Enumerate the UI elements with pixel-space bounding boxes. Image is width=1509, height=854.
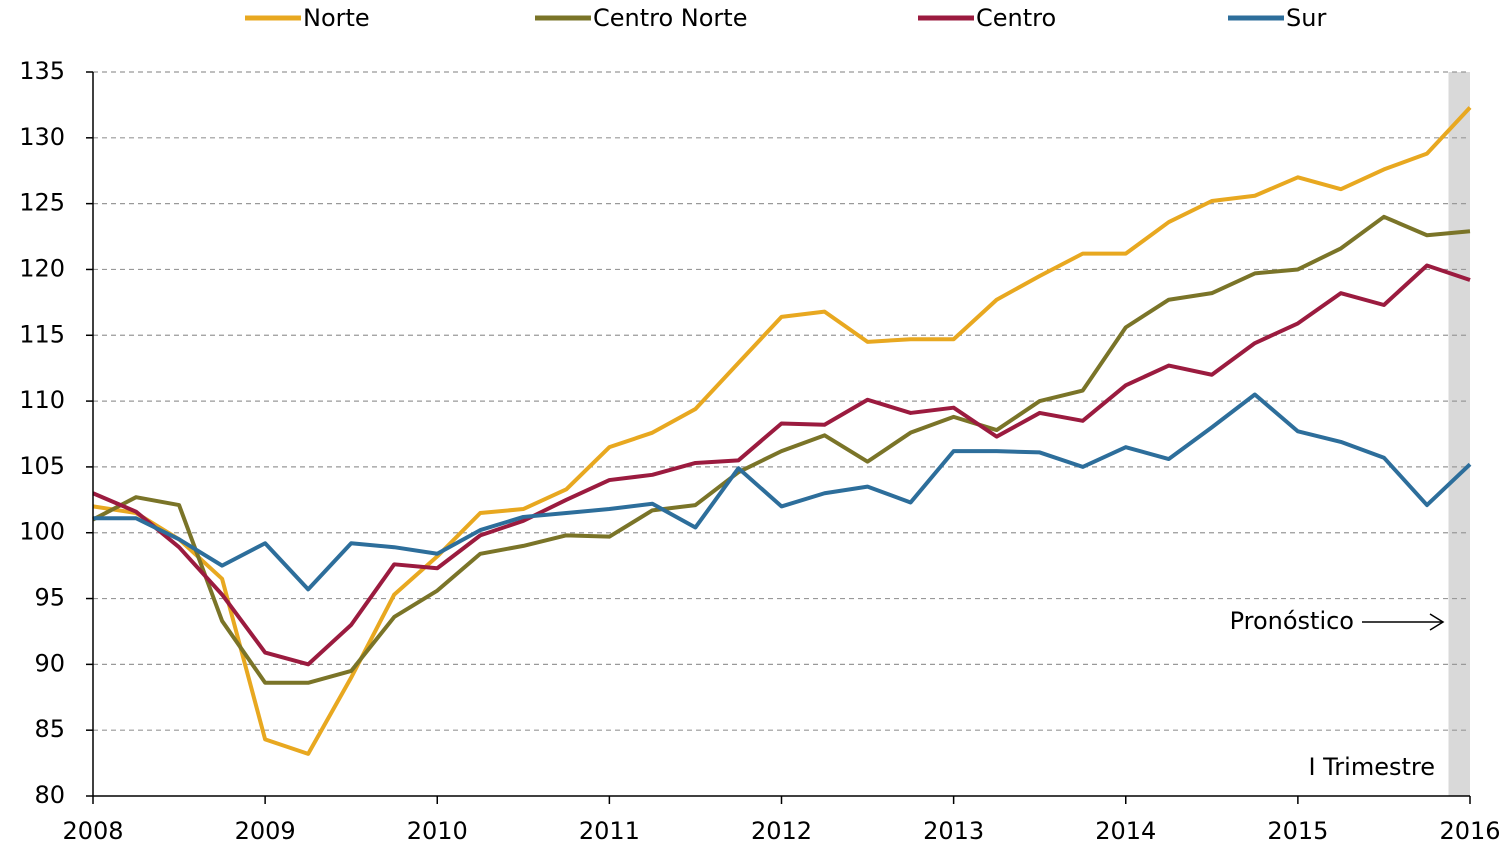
x-tick-label: 2011 — [579, 817, 640, 845]
y-tick-label: 120 — [19, 254, 65, 282]
y-tick-label: 125 — [19, 189, 65, 217]
y-tick-label: 130 — [19, 123, 65, 151]
y-tick-label: 100 — [19, 518, 65, 546]
x-tick-label: 2013 — [923, 817, 984, 845]
y-tick-label: 95 — [34, 584, 65, 612]
series-line — [92, 106, 1472, 756]
annotation: Pronóstico — [1230, 607, 1354, 635]
series-line — [92, 214, 1471, 685]
legend-label: Norte — [303, 4, 370, 32]
x-tick-label: 2010 — [407, 817, 468, 845]
y-tick-label: 115 — [19, 320, 65, 348]
x-tick-label: 2012 — [751, 817, 812, 845]
x-tick-label: 2015 — [1267, 817, 1328, 845]
y-tick-label: 135 — [19, 57, 65, 85]
legend-label: Centro Norte — [593, 4, 747, 32]
y-tick-label: 105 — [19, 452, 65, 480]
y-tick-label: 90 — [34, 649, 65, 677]
y-tick-label: 110 — [19, 386, 65, 414]
legend-label: Centro — [976, 4, 1056, 32]
arrow-head — [1429, 613, 1445, 631]
forecast-band — [1448, 72, 1470, 796]
annotation: I Trimestre — [1308, 753, 1435, 781]
legend-label: Sur — [1286, 4, 1326, 32]
y-tick-label: 85 — [34, 715, 65, 743]
x-tick-label: 2016 — [1439, 817, 1500, 845]
x-tick-label: 2009 — [235, 817, 296, 845]
x-tick-label: 2014 — [1095, 817, 1156, 845]
x-tick-label: 2008 — [62, 817, 123, 845]
y-tick-label: 80 — [34, 781, 65, 809]
series-line — [92, 263, 1471, 667]
series-line — [93, 392, 1472, 592]
